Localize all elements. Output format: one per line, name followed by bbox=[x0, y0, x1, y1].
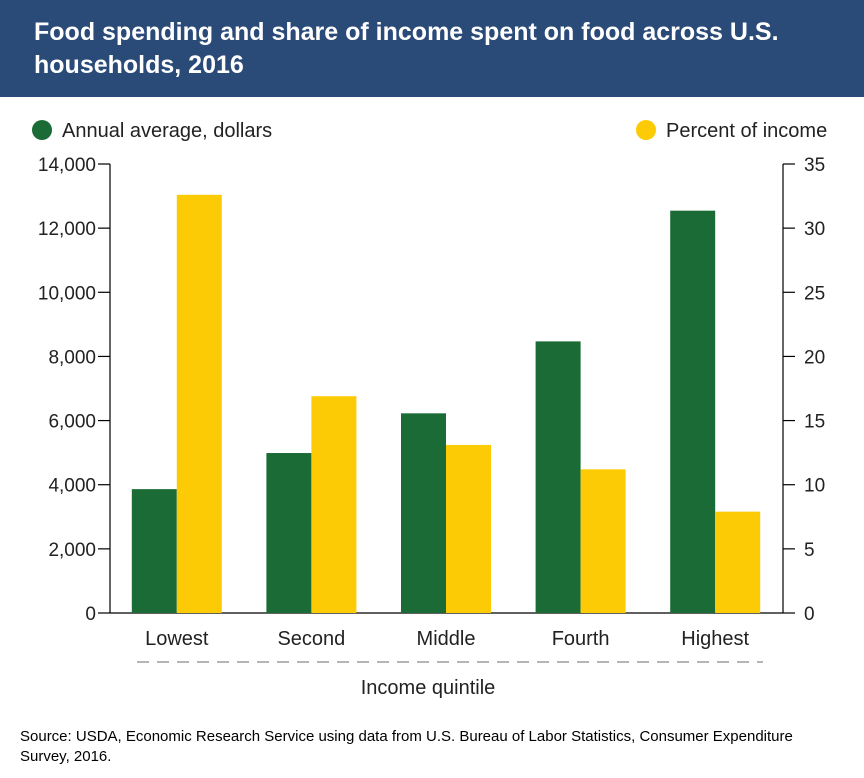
bar-percent-middle bbox=[446, 444, 491, 613]
bar-percent-second bbox=[311, 396, 357, 613]
left-tick-label: 10,000 bbox=[38, 283, 96, 304]
left-tick-label: 14,000 bbox=[38, 155, 96, 176]
bar-percent-highest bbox=[715, 511, 761, 613]
legend-swatch-percent bbox=[636, 120, 656, 140]
bar-dollars-second bbox=[266, 453, 312, 613]
axes: 0 2,000 4,000 6,000 8,000 10,000 12,000 14,000 0… bbox=[38, 155, 825, 625]
category-label-fourth: Fourth bbox=[552, 628, 610, 650]
left-tick-label: 8,000 bbox=[48, 347, 96, 368]
left-tick-label: 0 bbox=[85, 604, 96, 625]
bar-dollars-highest bbox=[670, 210, 716, 613]
bar-dollars-lowest bbox=[131, 489, 177, 613]
left-tick-label: 2,000 bbox=[48, 540, 96, 561]
right-tick-label: 15 bbox=[804, 412, 825, 433]
left-tick-label: 4,000 bbox=[48, 476, 96, 497]
right-tick-label: 25 bbox=[804, 283, 825, 304]
legend-swatch-dollars bbox=[32, 120, 52, 140]
category-label-lowest: Lowest bbox=[145, 628, 209, 650]
bar-percent-fourth bbox=[580, 469, 626, 613]
chart-title: Food spending and share of income spent … bbox=[34, 18, 779, 79]
right-tick-label: 10 bbox=[804, 476, 825, 497]
x-axis-title: Income quintile bbox=[361, 677, 496, 699]
category-label-highest: Highest bbox=[681, 628, 749, 650]
right-tick-label: 5 bbox=[804, 540, 815, 561]
bar-percent-lowest bbox=[176, 194, 222, 613]
bar-dollars-fourth bbox=[535, 341, 581, 613]
title-banner: Food spending and share of income spent … bbox=[0, 0, 864, 97]
category-label-middle: Middle bbox=[417, 628, 476, 650]
legend-label-percent: Percent of income bbox=[666, 120, 827, 142]
legend: Annual average, dollars Percent of income bbox=[32, 120, 827, 142]
source-note: Source: USDA, Economic Research Service … bbox=[20, 728, 793, 765]
legend-label-dollars: Annual average, dollars bbox=[62, 120, 272, 142]
right-tick-label: 35 bbox=[804, 155, 825, 176]
bar-dollars-middle bbox=[401, 413, 446, 613]
category-label-second: Second bbox=[277, 628, 345, 650]
right-tick-label: 0 bbox=[804, 604, 815, 625]
left-tick-label: 12,000 bbox=[38, 219, 96, 240]
right-tick-label: 30 bbox=[804, 219, 825, 240]
category-labels: Lowest Second Middle Fourth Highest Income qu… bbox=[137, 628, 763, 699]
bars bbox=[131, 194, 761, 613]
bar-chart: Annual average, dollars Percent of income… bbox=[32, 120, 827, 699]
right-tick-label: 20 bbox=[804, 347, 825, 368]
left-tick-label: 6,000 bbox=[48, 412, 96, 433]
